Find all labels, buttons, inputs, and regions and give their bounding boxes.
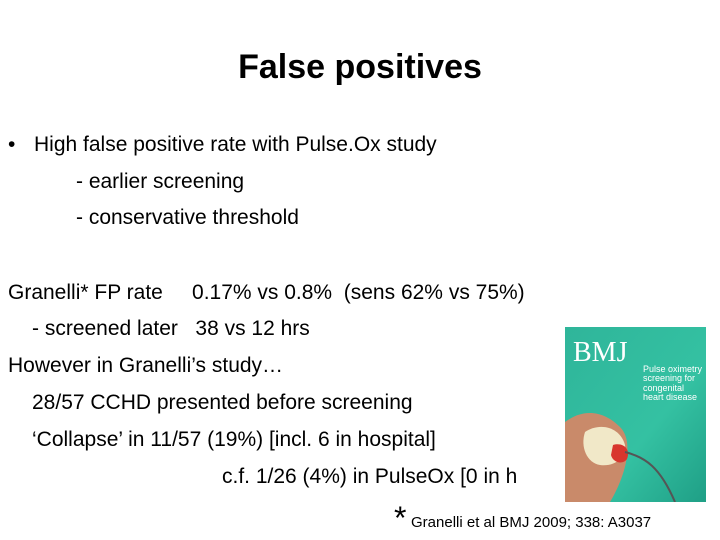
body-line: - screened later 38 vs 12 hrs [32, 317, 310, 340]
cover-photo-sensor [611, 444, 629, 463]
body-line: c.f. 1/26 (4%) in PulseOx [0 in h [222, 465, 518, 488]
sub-bullet: - conservative threshold [76, 206, 299, 229]
cover-headline: Pulse oximetry screening for congenital … [643, 365, 703, 403]
sub-bullet: - earlier screening [76, 170, 245, 193]
slide-title: False positives [238, 48, 482, 86]
body-line: 28/57 CCHD presented before screening [32, 391, 413, 414]
bullet-text: High false positive rate with Pulse.Ox s… [34, 133, 437, 156]
bullet-marker: • [8, 133, 16, 156]
body-line: Granelli* FP rate 0.17% vs 0.8% (sens 62… [8, 281, 525, 304]
cover-headline-box: Pulse oximetry screening for congenital … [643, 365, 703, 403]
body-line: However in Granelli’s study… [8, 354, 284, 377]
footnote-text: Granelli et al BMJ 2009; 338: A3037 [411, 514, 652, 531]
body-line: ‘Collapse’ in 11/57 (19%) [incl. 6 in ho… [32, 428, 436, 451]
cover-photo-cable [624, 451, 676, 502]
journal-cover: BMJ Pulse oximetry screening for congeni… [565, 327, 706, 502]
cover-masthead: BMJ [573, 337, 628, 368]
footnote-marker: * [394, 500, 407, 536]
